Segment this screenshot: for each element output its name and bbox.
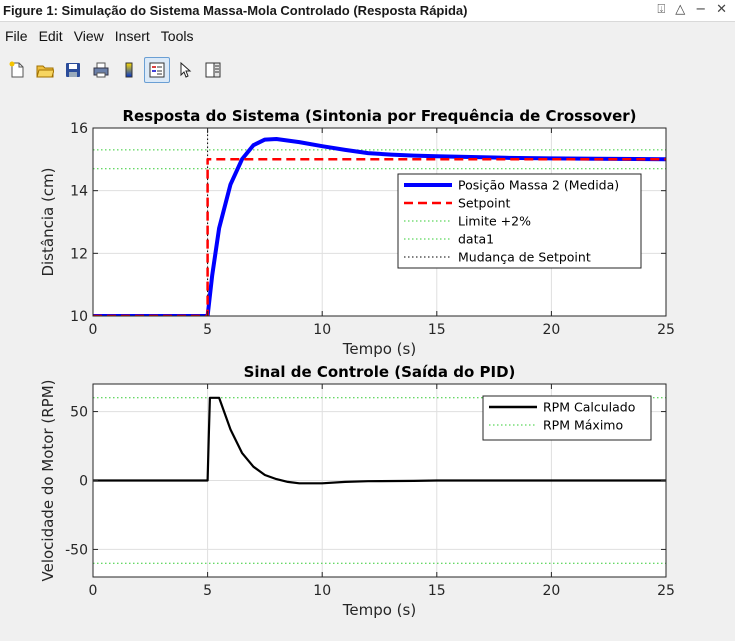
x-tick-label: 5: [203, 322, 212, 338]
legend-label: data1: [458, 232, 494, 247]
figure-canvas: 0 5 10 15 20 25 10 12 14 16 Resposta do Sistema (…: [0, 90, 735, 637]
minimize-icon[interactable]: −: [695, 2, 707, 17]
legend-label: RPM Máximo: [543, 418, 623, 433]
x-tick-label: 10: [313, 322, 331, 338]
chart-title: Sinal de Controle (Saída do PID): [244, 363, 516, 381]
y-axis-label: Velocidade do Motor (RPM): [39, 379, 57, 581]
x-tick-label: 15: [428, 583, 446, 599]
y-tick-label: 50: [70, 405, 88, 421]
tick-labels: 0 5 10 15 20 25 -50 0 50: [65, 384, 675, 599]
x-tick-label: 20: [542, 583, 560, 599]
legend-label: RPM Calculado: [543, 400, 635, 415]
legend-label: Posição Massa 2 (Medida): [458, 178, 619, 193]
legend[interactable]: Posição Massa 2 (Medida) Setpoint Limite +…: [397, 173, 642, 269]
menu-tools[interactable]: Tools: [160, 28, 194, 44]
close-icon[interactable]: ✕: [716, 2, 727, 17]
chart-title: Resposta do Sistema (Sintonia por Frequê…: [122, 107, 636, 125]
menu-file[interactable]: File: [5, 28, 28, 44]
undock-icon[interactable]: ⍗: [657, 2, 666, 17]
legend-box: [397, 173, 642, 269]
y-tick-label: 10: [70, 309, 88, 325]
series-group: [93, 128, 666, 316]
maximize-icon[interactable]: △: [675, 2, 686, 17]
menu-bar: File Edit View Insert Tools: [0, 24, 735, 48]
legend-label: Mudança de Setpoint: [458, 250, 591, 265]
x-axis-label: Tempo (s): [342, 601, 416, 619]
x-tick-label: 0: [89, 583, 98, 599]
toolbar: [0, 54, 735, 86]
x-axis-label: Tempo (s): [342, 340, 416, 358]
pointer-icon[interactable]: [172, 57, 198, 83]
window-titlebar: Figure 1: Simulação do Sistema Massa-Mol…: [0, 0, 735, 22]
legend-label: Limite +2%: [458, 214, 531, 229]
legend[interactable]: RPM Calculado RPM Máximo: [482, 395, 652, 441]
y-tick-label: 14: [70, 184, 88, 200]
legend-icon[interactable]: [144, 57, 170, 83]
colorbar-icon[interactable]: [116, 57, 142, 83]
figure-svg: 0 5 10 15 20 25 10 12 14 16 Resposta do Sistema (…: [39, 107, 675, 619]
new-figure-icon[interactable]: [4, 57, 30, 83]
legend-box: [482, 395, 652, 441]
menu-insert[interactable]: Insert: [114, 28, 150, 44]
menu-view[interactable]: View: [73, 28, 104, 44]
series-line: [93, 396, 666, 485]
window-controls: ⍗ △ − ✕: [657, 2, 727, 17]
x-tick-label: 25: [657, 583, 675, 599]
x-tick-label: 0: [89, 322, 98, 338]
window-title: Figure 1: Simulação do Sistema Massa-Mol…: [3, 3, 468, 18]
y-tick-label: 0: [79, 474, 88, 490]
x-tick-label: 25: [657, 322, 675, 338]
x-tick-label: 5: [203, 583, 212, 599]
open-folder-icon[interactable]: [32, 57, 58, 83]
menu-edit[interactable]: Edit: [38, 28, 63, 44]
y-axis-label: Distância (cm): [39, 167, 57, 276]
tick-labels: 0 5 10 15 20 25 10 12 14 16: [70, 121, 675, 338]
property-editor-icon[interactable]: [200, 57, 226, 83]
print-icon[interactable]: [88, 57, 114, 83]
axes-control[interactable]: 0 5 10 15 20 25 -50 0 50 Sinal de Controle (Saíd…: [39, 363, 675, 619]
x-tick-label: 20: [542, 322, 560, 338]
x-tick-label: 15: [428, 322, 446, 338]
save-icon[interactable]: [60, 57, 86, 83]
y-tick-label: 12: [70, 246, 88, 262]
legend-label: Setpoint: [458, 196, 511, 211]
series-line: [93, 137, 666, 316]
y-tick-label: 16: [70, 121, 88, 137]
axes-position[interactable]: 0 5 10 15 20 25 10 12 14 16 Resposta do Sistema (…: [39, 107, 675, 358]
axes-frame: [92, 127, 667, 317]
x-tick-label: 10: [313, 583, 331, 599]
y-tick-label: -50: [65, 542, 88, 558]
